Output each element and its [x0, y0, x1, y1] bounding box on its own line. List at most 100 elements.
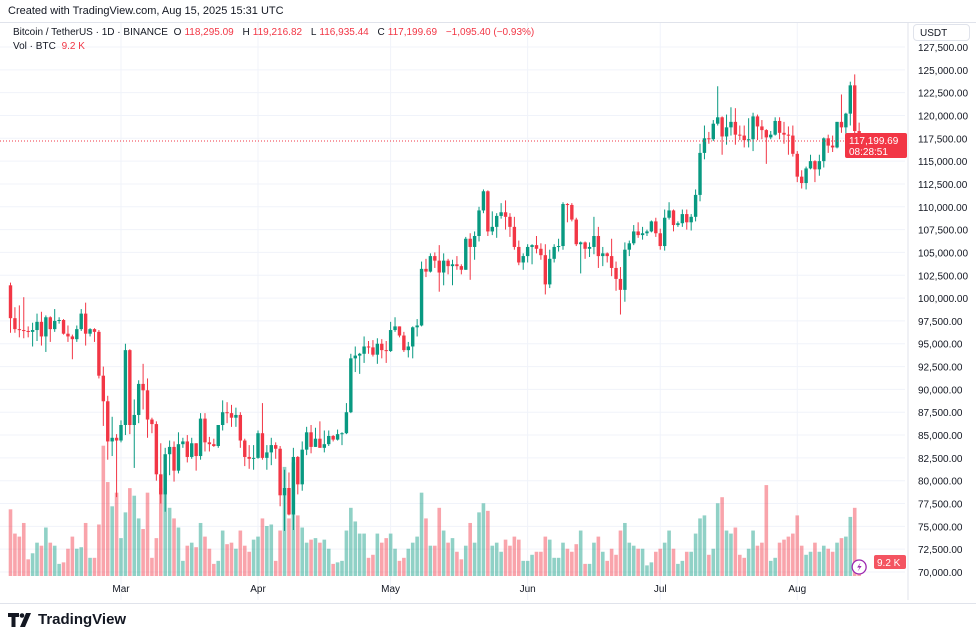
candle-body[interactable]	[826, 138, 830, 146]
candle-body[interactable]	[88, 329, 92, 334]
candle-body[interactable]	[729, 121, 733, 128]
candle-body[interactable]	[658, 233, 662, 247]
candle-body[interactable]	[760, 126, 764, 131]
candle-body[interactable]	[552, 246, 556, 259]
candle-body[interactable]	[605, 253, 609, 257]
candle-body[interactable]	[645, 231, 649, 234]
candle-body[interactable]	[561, 204, 565, 247]
candle-body[interactable]	[587, 246, 592, 249]
candle-body[interactable]	[30, 330, 35, 332]
candle-body[interactable]	[548, 258, 552, 285]
candle-body[interactable]	[313, 438, 318, 447]
candle-body[interactable]	[106, 401, 110, 442]
candle-body[interactable]	[238, 414, 243, 441]
candle-body[interactable]	[150, 419, 154, 425]
candle-body[interactable]	[813, 161, 817, 170]
candle-body[interactable]	[636, 231, 640, 236]
candle-body[interactable]	[70, 336, 75, 340]
candle-body[interactable]	[61, 320, 66, 334]
candle-body[interactable]	[154, 424, 159, 475]
candle-body[interactable]	[822, 138, 826, 162]
candle-body[interactable]	[773, 120, 777, 135]
candle-body[interactable]	[786, 134, 791, 136]
candle-body[interactable]	[755, 116, 760, 127]
candle-body[interactable]	[707, 138, 711, 140]
candle-body[interactable]	[472, 236, 477, 247]
candle-body[interactable]	[243, 440, 247, 457]
candle-body[interactable]	[777, 120, 782, 133]
candle-body[interactable]	[530, 245, 534, 247]
candle-body[interactable]	[446, 260, 450, 267]
candle-body[interactable]	[159, 474, 163, 495]
candle-body[interactable]	[495, 215, 499, 227]
candle-body[interactable]	[667, 210, 671, 218]
candle-body[interactable]	[190, 443, 194, 457]
candle-body[interactable]	[167, 446, 172, 455]
candle-body[interactable]	[578, 242, 583, 245]
candle-body[interactable]	[181, 441, 185, 445]
candle-body[interactable]	[353, 355, 357, 359]
candle-body[interactable]	[198, 418, 203, 457]
candle-body[interactable]	[304, 432, 309, 450]
candle-body[interactable]	[357, 353, 362, 356]
candle-body[interactable]	[853, 85, 857, 131]
candle-body[interactable]	[791, 135, 795, 154]
candle-body[interactable]	[260, 433, 265, 458]
candle-body[interactable]	[163, 454, 167, 495]
candle-body[interactable]	[119, 425, 123, 441]
candle-body[interactable]	[437, 260, 441, 273]
candle-body[interactable]	[419, 268, 424, 326]
candle-body[interactable]	[835, 121, 839, 148]
candle-body[interactable]	[534, 245, 539, 249]
candle-body[interactable]	[48, 317, 52, 330]
currency-button[interactable]: USDT	[913, 24, 970, 41]
candle-body[interactable]	[742, 135, 746, 141]
candle-body[interactable]	[808, 161, 813, 169]
candle-body[interactable]	[26, 330, 30, 332]
candle-body[interactable]	[830, 145, 835, 148]
candle-body[interactable]	[804, 168, 808, 184]
candle-body[interactable]	[751, 116, 755, 140]
candle-body[interactable]	[366, 346, 371, 348]
candle-body[interactable]	[640, 233, 645, 236]
candle-body[interactable]	[393, 326, 397, 331]
candle-body[interactable]	[57, 320, 61, 321]
candle-body[interactable]	[203, 418, 207, 443]
candle-body[interactable]	[676, 223, 680, 226]
candle-body[interactable]	[216, 425, 220, 446]
candle-body[interactable]	[570, 204, 574, 220]
candle-body[interactable]	[212, 444, 216, 446]
candle-body[interactable]	[592, 236, 596, 247]
candle-body[interactable]	[693, 194, 698, 217]
candle-body[interactable]	[477, 210, 481, 236]
candle-body[interactable]	[601, 253, 605, 257]
candle-body[interactable]	[632, 231, 636, 244]
candle-body[interactable]	[685, 214, 689, 223]
candle-body[interactable]	[738, 134, 742, 136]
candle-body[interactable]	[782, 132, 786, 135]
candle-body[interactable]	[583, 242, 587, 249]
candle-body[interactable]	[716, 117, 720, 124]
candle-body[interactable]	[512, 226, 517, 247]
candle-body[interactable]	[225, 412, 229, 414]
candle-body[interactable]	[525, 246, 530, 257]
candle-body[interactable]	[649, 221, 654, 232]
candle-body[interactable]	[220, 412, 225, 425]
candle-body[interactable]	[229, 413, 234, 418]
candle-body[interactable]	[234, 414, 238, 418]
candle-body[interactable]	[565, 204, 570, 206]
candle-body[interactable]	[66, 333, 70, 337]
candle-body[interactable]	[269, 445, 273, 453]
candle-body[interactable]	[176, 444, 181, 471]
candle-body[interactable]	[327, 435, 331, 445]
candle-body[interactable]	[13, 318, 17, 330]
candle-body[interactable]	[618, 278, 623, 290]
candle-body[interactable]	[799, 176, 804, 184]
volume-label[interactable]: Vol · BTC	[13, 41, 56, 52]
candle-body[interactable]	[296, 456, 300, 485]
candle-body[interactable]	[300, 449, 304, 485]
candle-body[interactable]	[464, 238, 468, 270]
candle-body[interactable]	[371, 347, 375, 355]
candle-body[interactable]	[733, 121, 738, 135]
candle-body[interactable]	[503, 212, 508, 217]
